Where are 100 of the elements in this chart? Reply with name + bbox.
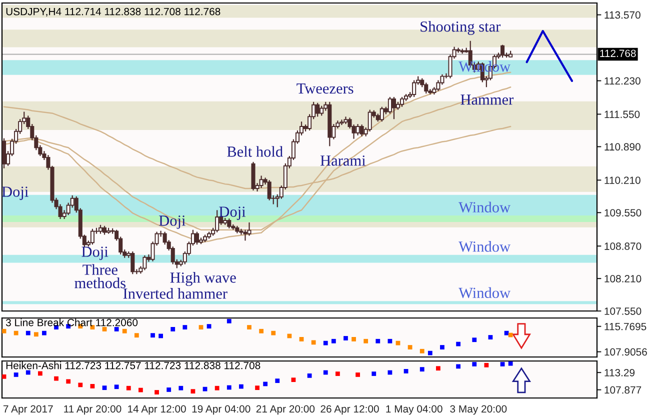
x-tick-label: 11 Apr 20:00 [64, 405, 122, 415]
point [26, 330, 30, 336]
candlestick [215, 210, 220, 233]
point [484, 362, 489, 368]
point [472, 362, 477, 366]
point [134, 333, 139, 338]
point [102, 326, 107, 332]
y-tick-label: 111.550 [604, 110, 640, 118]
point [311, 340, 316, 345]
candlestick [360, 124, 364, 137]
annotation: Hammer [460, 94, 514, 105]
point [275, 378, 280, 383]
point [488, 335, 493, 340]
chart-title: USDJPY,H4 112.714 112.838 112.708 112.768 [6, 8, 220, 16]
annotation: Belt hold [227, 146, 283, 157]
x-tick-label: 19 Apr 04:00 [192, 405, 250, 415]
candlestick [194, 231, 199, 246]
ref-line-label: 112.768 [600, 50, 636, 58]
y-tick-label: 108.870 [604, 242, 642, 250]
y-tick-label: 113.29 [604, 369, 635, 376]
point [428, 350, 432, 356]
point [259, 328, 264, 334]
point [307, 373, 312, 378]
point [508, 332, 513, 338]
point [291, 378, 296, 382]
point [247, 325, 252, 330]
point [331, 338, 336, 344]
point [255, 386, 260, 390]
annotation: High wave [170, 272, 236, 286]
candlestick [424, 82, 428, 94]
y-tick-label: 107.9056 [604, 348, 647, 356]
point [376, 338, 380, 344]
point [14, 372, 18, 377]
point [122, 328, 127, 334]
annotation: Doji [159, 216, 186, 229]
y-tick-label: 110.890 [604, 143, 640, 151]
annotation: Doji [219, 206, 246, 220]
candlestick [267, 180, 272, 201]
point [504, 330, 509, 336]
point [66, 379, 71, 384]
y-tick-label: 115.7695 [604, 322, 646, 330]
annotation: Harami [320, 155, 366, 166]
x-tick-label: 1 May 04:00 [386, 405, 442, 415]
candlestick [392, 96, 396, 120]
point [190, 389, 196, 394]
point [239, 384, 244, 389]
y-tick-label: 108.210 [604, 275, 642, 282]
point [206, 324, 212, 328]
point [166, 388, 172, 392]
point [2, 374, 6, 379]
point [263, 382, 268, 386]
point [26, 370, 30, 375]
x-tick-label: 14 Apr 12:00 [128, 405, 186, 415]
candlestick [259, 175, 264, 189]
point [34, 332, 38, 337]
point [508, 361, 513, 366]
point [299, 336, 304, 342]
x-tick-label: 3 May 20:00 [450, 405, 507, 415]
point [396, 340, 400, 346]
y-tick-label: 107.877 [604, 386, 642, 394]
point [214, 386, 220, 390]
annotation: Shooting star [420, 21, 501, 35]
band-label: Window [458, 202, 510, 213]
annotation: Three methods [74, 264, 126, 288]
point [500, 362, 505, 366]
band-label: Window [458, 287, 510, 298]
point [388, 338, 392, 344]
point [408, 345, 412, 350]
annotation: Tweezers [296, 84, 354, 94]
band-label: Window [458, 241, 510, 252]
point [456, 342, 460, 346]
point [404, 369, 408, 374]
y-tick-label: 112.230 [604, 77, 640, 85]
candlestick [412, 80, 416, 98]
y-tick-label: 110.210 [604, 176, 640, 184]
point [352, 336, 356, 342]
point [226, 318, 232, 324]
y-tick-label: 109.550 [604, 209, 642, 216]
point [356, 372, 360, 377]
point [154, 390, 159, 394]
annotation: Inverted hammer [123, 288, 228, 299]
chart-title: 3 Line Break Chart 112.2060 [6, 318, 138, 326]
annotation: Doji [82, 246, 108, 260]
point [335, 372, 340, 376]
point [138, 388, 143, 392]
point [54, 376, 58, 381]
point [170, 326, 176, 332]
point [78, 382, 83, 388]
candlestick [500, 44, 505, 58]
point [90, 384, 95, 388]
point [102, 386, 107, 390]
point [14, 330, 18, 336]
point [2, 328, 6, 334]
y-tick-label: 113.570 [604, 11, 640, 19]
point [202, 386, 208, 392]
point [372, 372, 376, 376]
point [178, 386, 184, 390]
candlestick [90, 228, 94, 246]
point [198, 325, 204, 330]
candlestick [142, 254, 147, 271]
